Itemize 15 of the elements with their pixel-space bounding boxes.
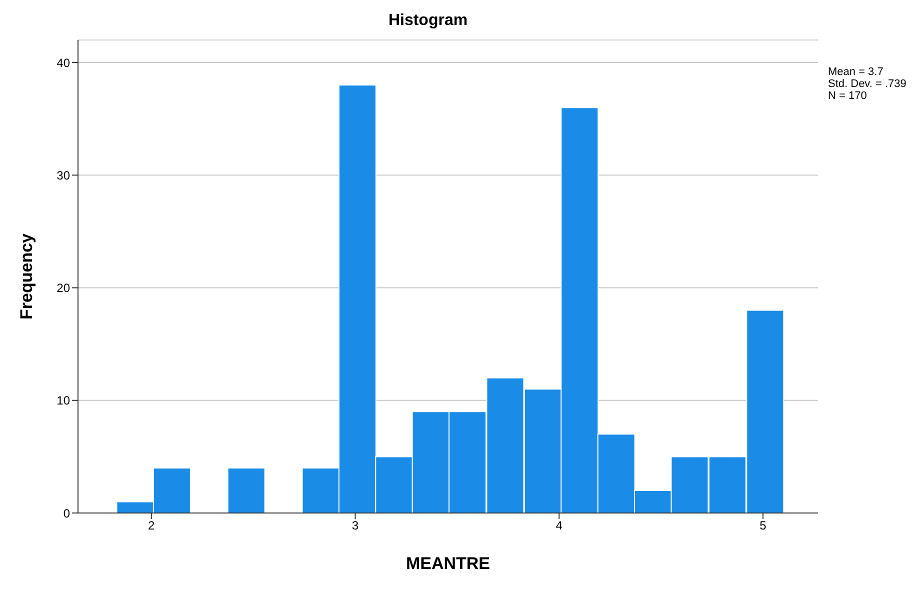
chart-title: Histogram <box>387 12 469 30</box>
text: Mean = 3.7 <box>828 66 884 78</box>
text: Std. Dev. = .739 <box>828 78 906 90</box>
y-tick-label: 30 <box>56 168 70 182</box>
x-tick-label: 2 <box>148 518 156 533</box>
y-axis-title: Frequency <box>17 232 36 320</box>
y-tick-label: 20 <box>56 281 70 296</box>
text: N = 170 <box>828 90 868 102</box>
x-tick-label: 3 <box>352 518 359 533</box>
y-tick-label: 10 <box>56 394 70 408</box>
x-tick-label: 4 <box>556 518 563 533</box>
y-tick-label: 40 <box>56 56 70 70</box>
y-tick-label: 0 <box>63 506 70 520</box>
x-axis-title: MEANTRE <box>406 554 490 573</box>
x-tick-label: 5 <box>760 518 767 533</box>
